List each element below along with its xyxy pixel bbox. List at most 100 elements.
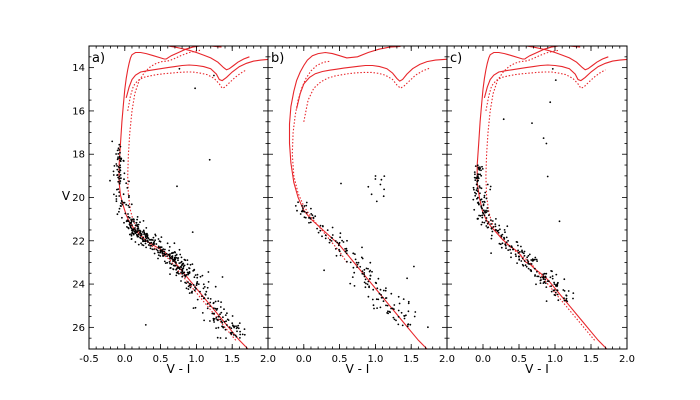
star-point: [118, 182, 121, 184]
star-point: [500, 234, 503, 237]
isochrone-solid-0: [118, 46, 249, 349]
star-point: [115, 195, 118, 198]
star-point: [139, 230, 142, 233]
star-point: [572, 297, 574, 300]
star-point: [385, 287, 387, 289]
star-point: [207, 297, 210, 300]
star-point: [164, 248, 166, 251]
star-point: [115, 198, 118, 200]
star-point: [121, 203, 124, 206]
star-point: [504, 244, 507, 247]
star-point: [546, 280, 549, 282]
star-point: [314, 215, 317, 218]
star-point: [220, 320, 223, 323]
star-point: [133, 220, 135, 223]
star-point: [490, 223, 492, 225]
panel-b: 0.0 0.5 1.0 1.5 2.0 b) V - I: [267, 45, 455, 376]
star-point: [130, 234, 133, 237]
star-point: [478, 214, 480, 217]
star-point: [115, 163, 118, 165]
star-point: [472, 186, 475, 189]
star-point: [137, 223, 140, 226]
star-point: [483, 221, 486, 224]
star-point: [361, 270, 364, 273]
star-point: [207, 271, 210, 273]
star-point: [553, 283, 556, 285]
isochrone-layer: [476, 46, 627, 349]
star-point: [195, 284, 198, 287]
x-tick-label: 2.0: [619, 354, 635, 365]
star-point: [499, 243, 502, 246]
star-point: [554, 291, 557, 294]
star-point: [165, 253, 168, 255]
star-point: [562, 289, 565, 291]
star-point: [235, 335, 238, 338]
star-point: [505, 236, 508, 239]
star-point: [155, 248, 158, 251]
star-point: [499, 228, 501, 231]
star-point: [204, 293, 207, 296]
star-point: [474, 191, 476, 194]
star-point: [551, 68, 554, 70]
star-point: [186, 263, 189, 266]
star-point: [154, 239, 157, 242]
star-point: [222, 316, 224, 319]
star-point: [375, 282, 378, 285]
star-point: [193, 276, 196, 279]
star-point: [553, 281, 555, 284]
star-point: [494, 225, 497, 228]
star-point: [477, 166, 480, 169]
star-point: [181, 269, 184, 272]
star-point: [481, 201, 484, 203]
star-point: [176, 266, 179, 268]
star-point: [510, 252, 512, 255]
x-tick-label: 0.5: [332, 354, 348, 365]
star-point: [527, 267, 530, 270]
star-point: [545, 300, 548, 302]
star-point: [178, 262, 181, 264]
star-point: [303, 210, 306, 213]
star-point: [294, 205, 297, 207]
star-point: [490, 252, 492, 255]
star-point: [485, 225, 488, 227]
star-point: [353, 271, 356, 274]
star-point: [529, 269, 532, 271]
star-point: [213, 318, 216, 320]
star-point: [196, 273, 199, 276]
star-point: [516, 262, 518, 264]
star-point: [169, 267, 172, 269]
star-point: [168, 261, 171, 263]
y-axis-label: V: [62, 189, 71, 203]
star-point: [514, 253, 517, 256]
star-point: [123, 221, 125, 224]
star-point: [156, 249, 159, 252]
star-point: [187, 288, 190, 290]
star-point: [139, 221, 141, 224]
star-point: [149, 244, 152, 247]
star-point: [544, 275, 547, 278]
star-point: [119, 174, 122, 176]
star-point: [407, 300, 410, 303]
star-point: [372, 288, 375, 291]
star-point: [480, 174, 483, 177]
star-point: [214, 300, 217, 303]
star-point: [555, 273, 558, 276]
star-point: [477, 175, 479, 178]
star-point: [241, 333, 244, 336]
star-point: [136, 230, 139, 233]
star-point: [230, 327, 233, 330]
star-point: [372, 304, 375, 307]
star-point: [146, 236, 149, 239]
star-point: [478, 169, 481, 171]
star-point: [117, 170, 120, 173]
star-point: [479, 167, 481, 170]
star-point: [181, 275, 184, 278]
star-point: [482, 212, 485, 215]
star-point: [377, 298, 380, 301]
star-point: [384, 289, 387, 292]
star-point: [193, 268, 196, 271]
star-point: [384, 297, 387, 299]
star-point: [481, 168, 484, 170]
star-point: [122, 193, 125, 196]
star-point: [144, 242, 147, 245]
